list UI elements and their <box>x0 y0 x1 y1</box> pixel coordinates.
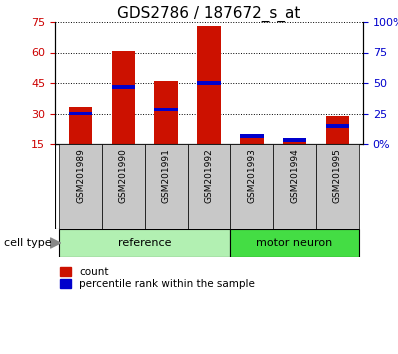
Legend: count, percentile rank within the sample: count, percentile rank within the sample <box>60 267 255 289</box>
Text: GSM201990: GSM201990 <box>119 148 128 203</box>
Bar <box>240 138 263 144</box>
FancyBboxPatch shape <box>145 144 187 229</box>
Text: GSM201994: GSM201994 <box>290 148 299 203</box>
FancyBboxPatch shape <box>59 229 230 257</box>
Text: GSM201992: GSM201992 <box>205 148 213 203</box>
FancyBboxPatch shape <box>102 144 145 229</box>
Text: cell type: cell type <box>4 238 52 248</box>
Bar <box>154 81 178 144</box>
Text: GSM201993: GSM201993 <box>247 148 256 203</box>
FancyBboxPatch shape <box>187 144 230 229</box>
Text: GSM201995: GSM201995 <box>333 148 342 203</box>
FancyBboxPatch shape <box>230 229 359 257</box>
Bar <box>283 140 306 144</box>
Polygon shape <box>50 238 60 248</box>
Bar <box>197 26 221 144</box>
Bar <box>69 107 92 144</box>
Bar <box>326 115 349 144</box>
Text: GSM201991: GSM201991 <box>162 148 171 203</box>
Bar <box>154 108 178 111</box>
Bar <box>112 51 135 144</box>
FancyBboxPatch shape <box>316 144 359 229</box>
Bar <box>69 112 92 115</box>
FancyBboxPatch shape <box>273 144 316 229</box>
Bar <box>197 81 221 85</box>
Bar <box>112 85 135 89</box>
FancyBboxPatch shape <box>59 144 102 229</box>
Bar <box>283 138 306 142</box>
FancyBboxPatch shape <box>230 144 273 229</box>
Text: motor neuron: motor neuron <box>256 238 333 248</box>
Bar <box>326 124 349 127</box>
Text: reference: reference <box>118 238 172 248</box>
Title: GDS2786 / 187672_s_at: GDS2786 / 187672_s_at <box>117 6 300 22</box>
Bar <box>240 134 263 138</box>
Text: GSM201989: GSM201989 <box>76 148 85 203</box>
